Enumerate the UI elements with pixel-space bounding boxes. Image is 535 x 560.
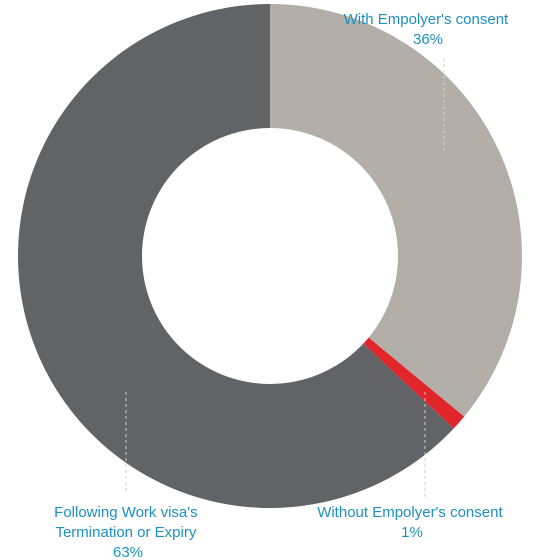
label-without-consent: Without Empolyer's consent 1% [317,504,507,541]
label-without-consent-value: 1% [401,524,423,541]
label-with-consent-name: With Empolyer's consent [344,11,509,28]
label-without-consent-name: Without Empolyer's consent [317,504,503,521]
label-following-visa: Following Work visa's Termination or Exp… [54,504,202,560]
label-with-consent: With Empolyer's consent 36% [344,11,513,48]
label-following-visa-value: 63% [113,544,143,560]
label-with-consent-value: 36% [413,31,443,48]
slice-with-consent [270,4,522,417]
label-following-visa-line1: Following Work visa's [54,504,197,521]
donut-hole [142,128,398,384]
label-following-visa-line2: Termination or Expiry [55,524,196,541]
